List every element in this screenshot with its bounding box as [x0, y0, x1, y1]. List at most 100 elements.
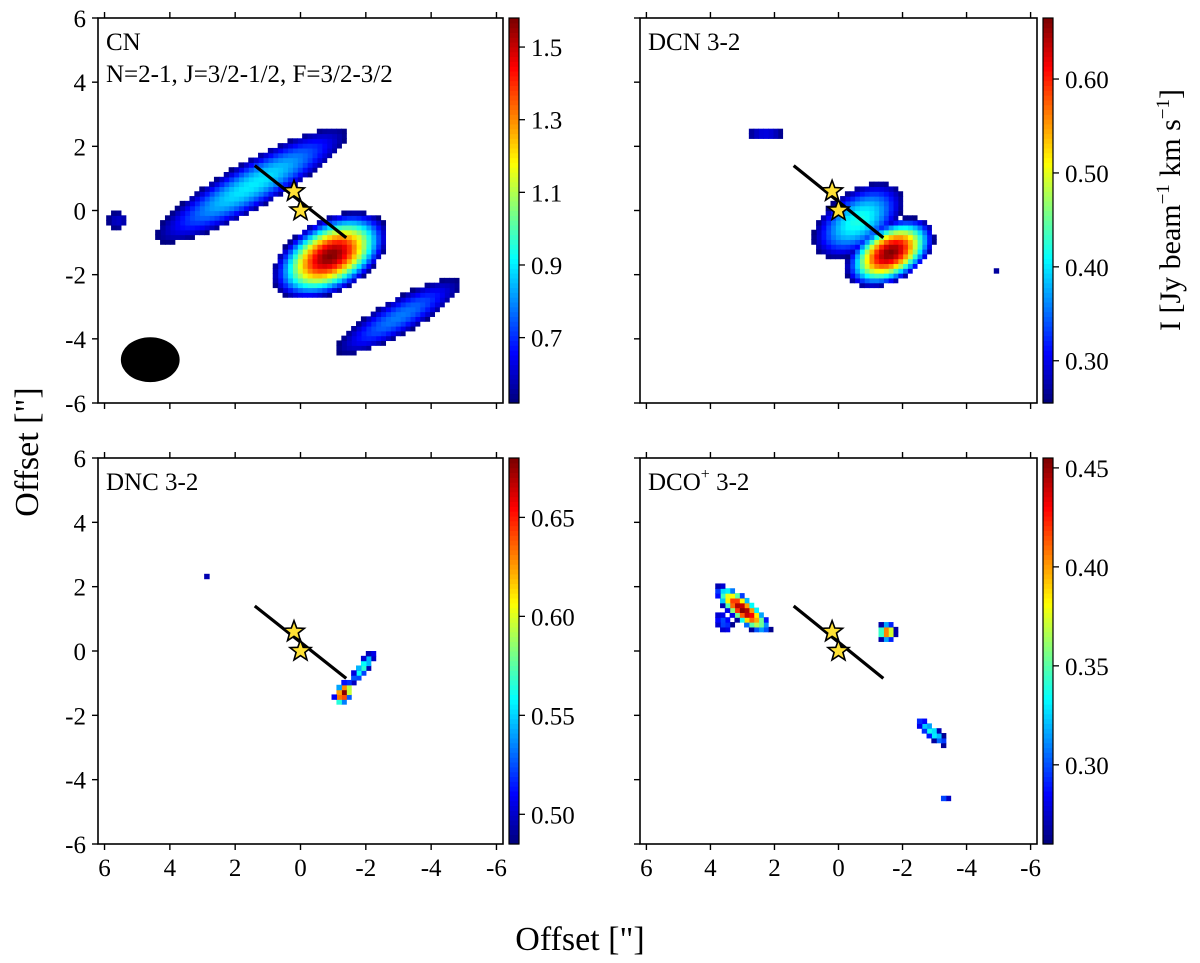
map-pixel	[351, 670, 357, 676]
y-tick-label: -6	[65, 391, 86, 418]
map-pixel	[287, 167, 293, 173]
colorbar-segment	[1043, 626, 1053, 633]
map-pixel	[336, 694, 342, 700]
map-pixel	[916, 224, 923, 231]
map-pixel	[351, 234, 357, 240]
map-pixel	[218, 220, 225, 226]
colorbar-segment	[509, 321, 519, 327]
colorbar-segment	[509, 99, 519, 106]
colorbar-segment	[1043, 22, 1053, 29]
colorbar-segment	[1043, 617, 1053, 623]
map-pixel	[346, 684, 352, 691]
map-pixel	[854, 249, 860, 255]
map-pixel	[748, 612, 755, 618]
colorbar-segment	[509, 486, 519, 493]
map-pixel	[859, 282, 865, 289]
colorbar-segment	[509, 258, 519, 265]
map-pixel	[370, 215, 377, 221]
colorbar-segment	[1043, 819, 1053, 826]
map-pixel	[734, 607, 740, 613]
map-pixel	[365, 249, 372, 255]
map-pixel	[365, 224, 372, 231]
map-pixel	[820, 229, 827, 236]
colorbar-segment	[1043, 345, 1053, 351]
map-pixel	[311, 282, 318, 289]
colorbar: 0.300.400.500.60	[1042, 17, 1109, 404]
map-pixel	[302, 249, 308, 255]
map-pixel	[356, 335, 362, 342]
map-pixel	[199, 186, 205, 192]
map-pixel	[897, 200, 904, 207]
colorbar-segment	[509, 467, 519, 474]
map-pixel	[282, 244, 289, 250]
colorbar-segment	[1043, 61, 1053, 67]
map-pixel	[868, 181, 875, 188]
map-pixel	[434, 287, 440, 293]
map-pixel	[331, 143, 338, 149]
map-pixel	[189, 210, 195, 216]
colorbar-segment	[1043, 462, 1053, 469]
map-pixel	[199, 200, 205, 207]
map-pixel	[356, 340, 362, 346]
map-pixel	[715, 612, 721, 618]
map-pixel	[921, 244, 928, 250]
map-pixel	[888, 626, 894, 633]
map-pixel	[277, 186, 284, 192]
map-pixel	[868, 229, 875, 236]
colorbar-segment	[1043, 133, 1053, 139]
map-pixel	[816, 244, 822, 250]
map-pixel	[277, 172, 284, 178]
map-pixel	[111, 220, 117, 226]
map-pixel	[164, 229, 171, 236]
y-tick-label: 4	[74, 510, 87, 537]
map-pixel	[341, 340, 347, 346]
map-pixel	[888, 253, 894, 260]
map-pixel	[921, 224, 928, 231]
colorbar-segment	[1043, 301, 1053, 308]
map-pixel	[883, 229, 889, 236]
map-pixel	[385, 330, 391, 337]
map-pixel	[302, 152, 308, 159]
map-pixel	[454, 287, 460, 293]
colorbar-segment	[1043, 152, 1053, 159]
map-pixel	[341, 345, 347, 351]
map-pixel	[912, 249, 918, 255]
map-pixel	[316, 143, 323, 149]
colorbar-segment	[509, 253, 519, 260]
map-pixel	[223, 186, 230, 192]
colorbar-segment	[1043, 354, 1053, 361]
map-pixel	[223, 215, 230, 221]
map-pixel	[194, 224, 200, 231]
map-pixel	[888, 210, 894, 216]
colorbar-segment	[1043, 258, 1053, 265]
map-pixel	[926, 239, 932, 245]
colorbar-segment	[509, 544, 519, 551]
map-pixel	[341, 277, 347, 284]
map-pixel	[277, 191, 284, 197]
map-pixel	[419, 311, 426, 317]
map-pixel	[424, 311, 431, 317]
map-pixel	[155, 229, 161, 236]
map-pixel	[277, 268, 284, 274]
map-pixel	[444, 277, 450, 284]
colorbar-segment	[509, 790, 519, 797]
map-pixel	[897, 210, 904, 216]
map-pixel	[248, 176, 254, 183]
colorbar-segment	[1043, 636, 1053, 642]
map-pixel	[321, 244, 328, 250]
map-pixel	[243, 205, 249, 212]
map-pixel	[892, 249, 899, 255]
map-pixel	[360, 220, 367, 226]
map-pixel	[111, 224, 117, 231]
map-pixel	[729, 597, 736, 604]
map-pixel	[351, 224, 357, 231]
map-pixel	[840, 249, 846, 255]
emission-map	[715, 583, 952, 802]
map-pixel	[720, 612, 726, 618]
map-pixel	[218, 205, 225, 212]
map-pixel	[218, 200, 225, 207]
colorbar-segment	[509, 501, 519, 507]
map-pixel	[346, 340, 352, 346]
map-pixel	[897, 258, 904, 265]
